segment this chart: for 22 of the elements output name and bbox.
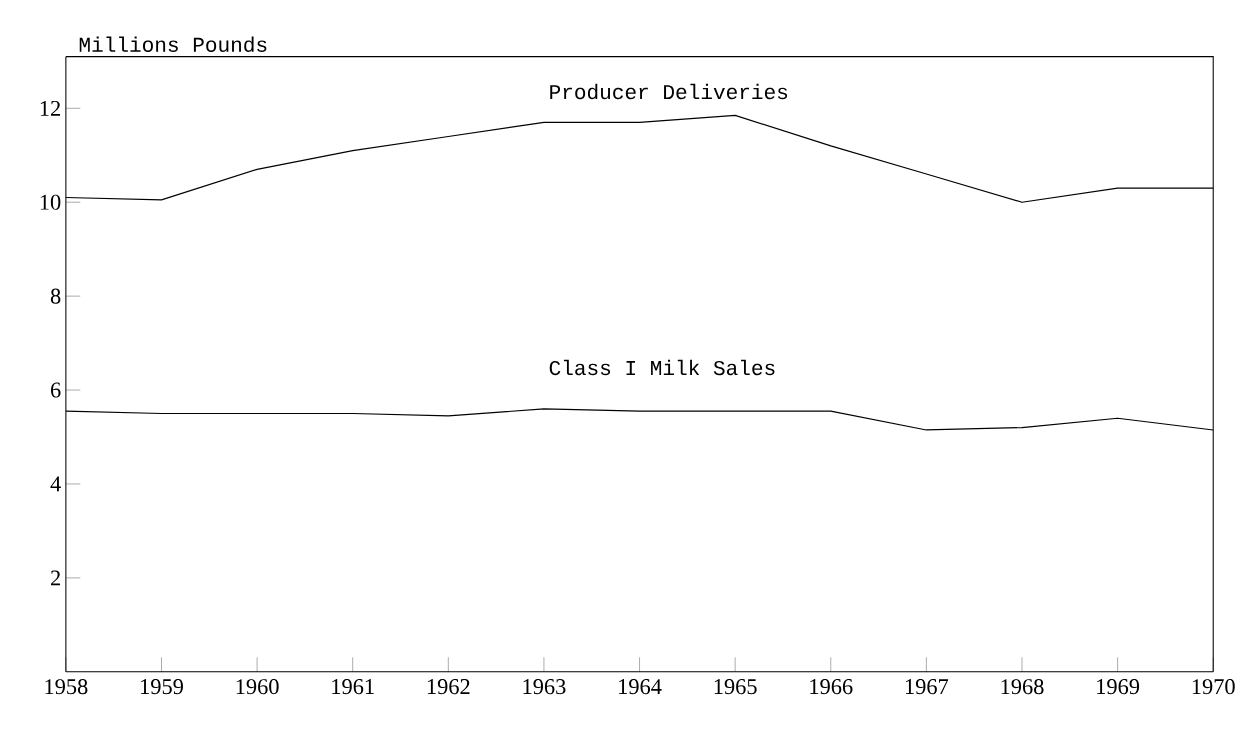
- x-tick-label: 1958: [45, 679, 88, 695]
- x-tick-label: 1962: [427, 679, 470, 695]
- x-tick-label: 1969: [1097, 679, 1140, 695]
- x-tick-label: 1959: [141, 679, 183, 695]
- x-tick-label: 1964: [619, 679, 662, 695]
- y-axis-title: Millions Pounds: [79, 36, 267, 52]
- y-tick-label: 12: [40, 100, 60, 116]
- x-tick-label: 1967: [905, 679, 949, 695]
- series-label: Class I Milk Sales: [549, 359, 775, 376]
- y-tick-label: 2: [51, 570, 60, 586]
- y-tick-label: 8: [50, 288, 61, 304]
- x-tick-label: 1960: [236, 679, 279, 695]
- x-tick-label: 1970: [1192, 679, 1235, 695]
- x-tick-label: 1966: [810, 679, 853, 695]
- y-tick-label: 6: [50, 382, 61, 398]
- x-tick-label: 1963: [523, 679, 566, 695]
- x-tick-label: 1968: [1001, 679, 1044, 695]
- x-tick-label: 1961: [332, 679, 374, 695]
- y-tick-label: 10: [40, 194, 61, 210]
- x-tick-label: 1965: [714, 679, 757, 695]
- y-tick-label: 4: [50, 476, 61, 492]
- series-label: Producer Deliveries: [550, 83, 788, 100]
